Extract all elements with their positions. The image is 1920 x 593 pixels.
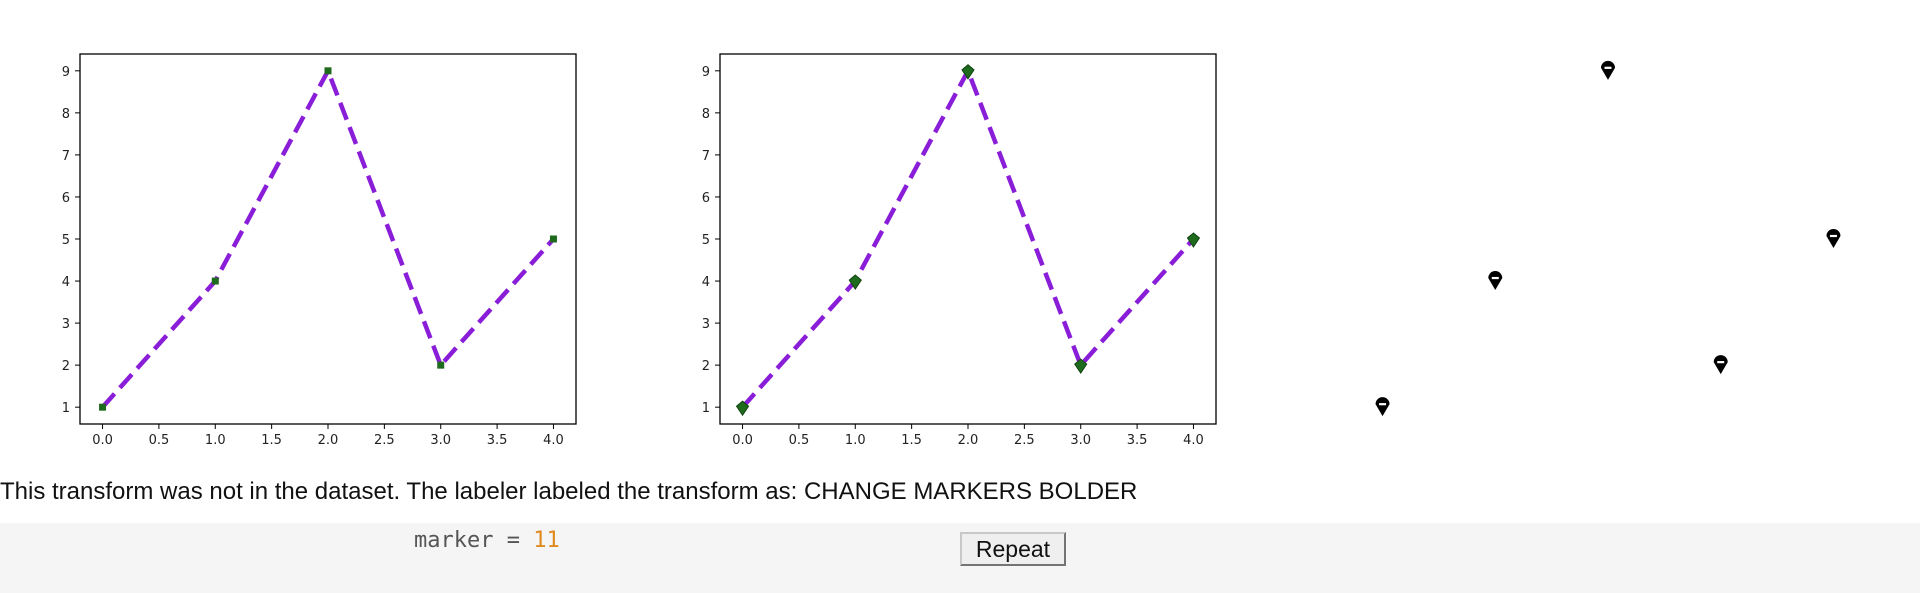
y-tick-label: 6 (702, 191, 710, 206)
data-point-marker (1375, 397, 1390, 417)
chart-markers-svg (1375, 60, 1841, 417)
x-tick-label: 3.5 (487, 433, 508, 448)
axes-frame (719, 53, 1217, 425)
transform-caption: This transform was not in the dataset. T… (0, 478, 1138, 505)
data-point-marker (99, 403, 107, 411)
x-tick-label: 1.5 (261, 433, 282, 448)
series-line (100, 68, 556, 409)
y-tick-label: 4 (62, 275, 70, 290)
y-tick-label: 8 (62, 107, 70, 122)
data-point-marker (735, 400, 750, 417)
y-tick-label: 7 (702, 149, 710, 164)
chart-original-svg: 0.0 0.5 1.0 1.5 2.0 2.5 3.0 3.5 4.0 1 2 3 4 5 6 7 8 9 (62, 53, 577, 448)
x-tick-label: 3.0 (430, 433, 451, 448)
plot-markers-only (1280, 0, 1900, 460)
y-tick-label: 7 (62, 149, 70, 164)
y-tick-label: 2 (62, 359, 70, 374)
x-tick-label: 2.5 (374, 433, 395, 448)
x-tick-label: 2.0 (958, 433, 979, 448)
x-tick-label: 2.0 (318, 433, 339, 448)
x-tick-label: 1.5 (901, 433, 922, 448)
data-point-marker (324, 67, 332, 75)
x-tick-label: 1.0 (845, 433, 866, 448)
x-tick-label: 4.0 (1183, 433, 1204, 448)
data-point-marker (1074, 358, 1088, 375)
data-point-marker (848, 274, 862, 290)
data-point-marker (437, 361, 445, 369)
y-tick-label: 9 (62, 65, 70, 80)
x-tick-label: 2.5 (1014, 433, 1035, 448)
code-name: marker (414, 528, 494, 553)
data-point-marker (1601, 60, 1615, 80)
plot-transformed: 0.0 0.5 1.0 1.5 2.0 2.5 3.0 3.5 4.0 1 2 3 4 5 6 7 8 9 (640, 0, 1260, 460)
x-tick-label: 0.5 (149, 433, 170, 448)
data-point-marker (961, 64, 975, 80)
marker-body (1375, 397, 1390, 417)
series-line (740, 68, 1196, 409)
marker-body (1601, 60, 1615, 80)
code-value: 11 (533, 528, 560, 553)
y-tick-label: 5 (62, 233, 70, 248)
data-point-marker (1488, 271, 1503, 291)
x-tick-label: 1.0 (205, 433, 226, 448)
x-tick-label: 3.5 (1127, 433, 1148, 448)
x-tick-label: 0.0 (732, 433, 753, 448)
code-operator: = (506, 528, 520, 553)
y-tick-label: 1 (62, 401, 70, 416)
plot-original: 0.0 0.5 1.0 1.5 2.0 2.5 3.0 3.5 4.0 1 2 3 4 5 6 7 8 9 (0, 0, 620, 460)
y-tick-label: 6 (62, 191, 70, 206)
marker-body (1713, 355, 1728, 375)
y-tick-label: 1 (702, 401, 710, 416)
data-point-marker (1713, 355, 1728, 375)
x-tick-label: 0.0 (92, 433, 113, 448)
y-tick-label: 4 (702, 275, 710, 290)
code-line: marker = 11 (414, 528, 560, 553)
y-tick-label: 8 (702, 107, 710, 122)
x-tick-label: 4.0 (543, 433, 564, 448)
axes-frame (79, 53, 577, 425)
y-tick-label: 5 (702, 233, 710, 248)
repeat-button[interactable]: Repeat (960, 532, 1066, 566)
y-tick-label: 2 (702, 359, 710, 374)
x-tick-label: 3.0 (1070, 433, 1091, 448)
data-point-marker (1826, 229, 1841, 248)
data-point-marker (211, 277, 219, 285)
y-tick-label: 3 (702, 317, 710, 332)
marker-body (1826, 229, 1841, 248)
marker-body (1488, 271, 1503, 291)
y-tick-label: 9 (702, 65, 710, 80)
x-tick-label: 0.5 (789, 433, 810, 448)
data-point-marker (549, 235, 557, 243)
data-point-marker (1186, 232, 1201, 248)
chart-transformed-svg: 0.0 0.5 1.0 1.5 2.0 2.5 3.0 3.5 4.0 1 2 3 4 5 6 7 8 9 (702, 53, 1217, 448)
y-tick-label: 3 (62, 317, 70, 332)
